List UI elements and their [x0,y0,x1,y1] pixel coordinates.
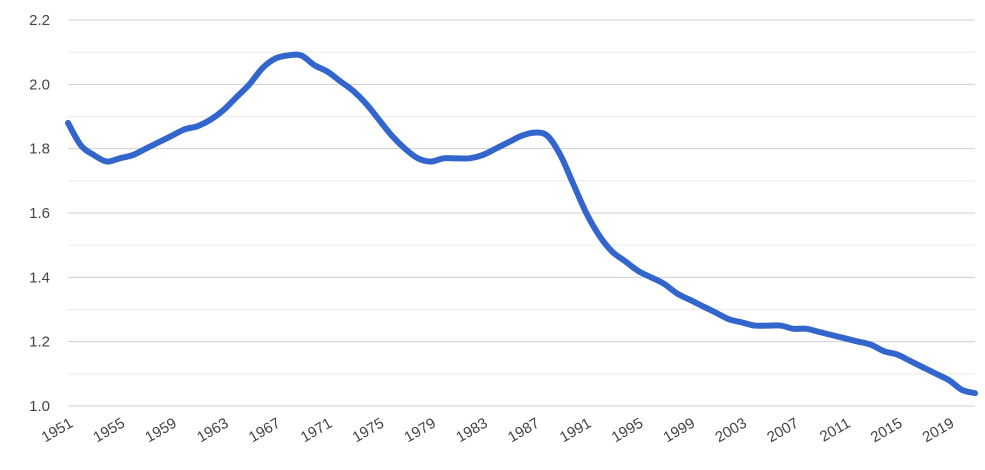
x-tick-label-3: 1963 [194,415,231,446]
x-tick-label-16: 2015 [868,415,905,446]
x-tick-label-13: 2003 [712,415,749,446]
x-tick-label-8: 1983 [453,415,490,446]
x-tick-label-2: 1959 [142,415,179,446]
major-gridlines [68,19,975,407]
x-tick-label-14: 2007 [764,415,801,446]
y-tick-label-6: 2.2 [29,12,50,29]
x-tick-label-5: 1971 [298,415,335,446]
x-tick-label-6: 1975 [350,415,387,446]
x-tick-label-12: 1999 [661,415,698,446]
x-tick-label-1: 1955 [90,415,127,446]
y-tick-label-5: 2.0 [29,76,50,93]
y-tick-label-0: 1.0 [29,398,50,415]
y-tick-label-4: 1.8 [29,141,50,158]
x-tick-label-11: 1995 [609,415,646,446]
y-tick-label-1: 1.2 [29,334,50,351]
x-tick-label-9: 1987 [505,415,542,446]
x-tick-label-4: 1967 [246,415,283,446]
y-axis-tick-labels: 1.0 1.2 1.4 1.6 1.8 2.0 2.2 [29,12,50,415]
x-axis-tick-labels: 1951 1955 1959 1963 1967 1971 1975 1979 1983 1987… [39,415,957,446]
y-tick-label-3: 1.6 [29,205,50,222]
x-tick-label-10: 1991 [557,415,594,446]
x-tick-label-0: 1951 [39,415,76,446]
x-tick-label-17: 2019 [920,415,957,446]
series-line [65,51,978,397]
x-tick-label-15: 2011 [817,415,853,446]
x-tick-label-7: 1979 [401,415,438,446]
y-tick-label-2: 1.4 [29,269,50,286]
